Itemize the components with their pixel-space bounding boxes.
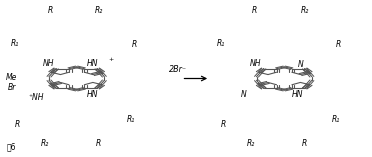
Text: R₂: R₂ xyxy=(247,139,255,148)
Text: R₂: R₂ xyxy=(95,6,103,15)
Text: 图6: 图6 xyxy=(6,142,16,152)
Text: R₁: R₁ xyxy=(11,39,19,48)
Text: R₂: R₂ xyxy=(41,139,49,148)
Text: R: R xyxy=(131,40,137,49)
Text: R₁: R₁ xyxy=(127,115,135,124)
Text: HN: HN xyxy=(291,90,303,99)
Text: HN: HN xyxy=(87,59,98,68)
Text: Br: Br xyxy=(7,83,16,92)
Text: N: N xyxy=(241,90,246,99)
Text: R: R xyxy=(336,40,341,49)
Text: R: R xyxy=(96,139,102,148)
Text: NH: NH xyxy=(42,59,54,68)
Text: NH: NH xyxy=(250,59,262,68)
Text: R: R xyxy=(302,139,307,148)
Text: R: R xyxy=(15,120,20,129)
Text: ⁺NH: ⁺NH xyxy=(28,93,44,102)
Text: Me: Me xyxy=(6,73,17,82)
Text: +: + xyxy=(109,57,114,62)
Text: R₁: R₁ xyxy=(217,39,225,48)
Text: R₁: R₁ xyxy=(332,115,340,124)
Text: R₂: R₂ xyxy=(301,6,309,15)
Text: R: R xyxy=(47,6,52,15)
Text: R: R xyxy=(221,120,226,129)
Text: 2Br⁻: 2Br⁻ xyxy=(169,65,187,74)
Text: R: R xyxy=(252,6,257,15)
Text: N: N xyxy=(298,60,304,69)
Text: HN: HN xyxy=(87,90,98,99)
